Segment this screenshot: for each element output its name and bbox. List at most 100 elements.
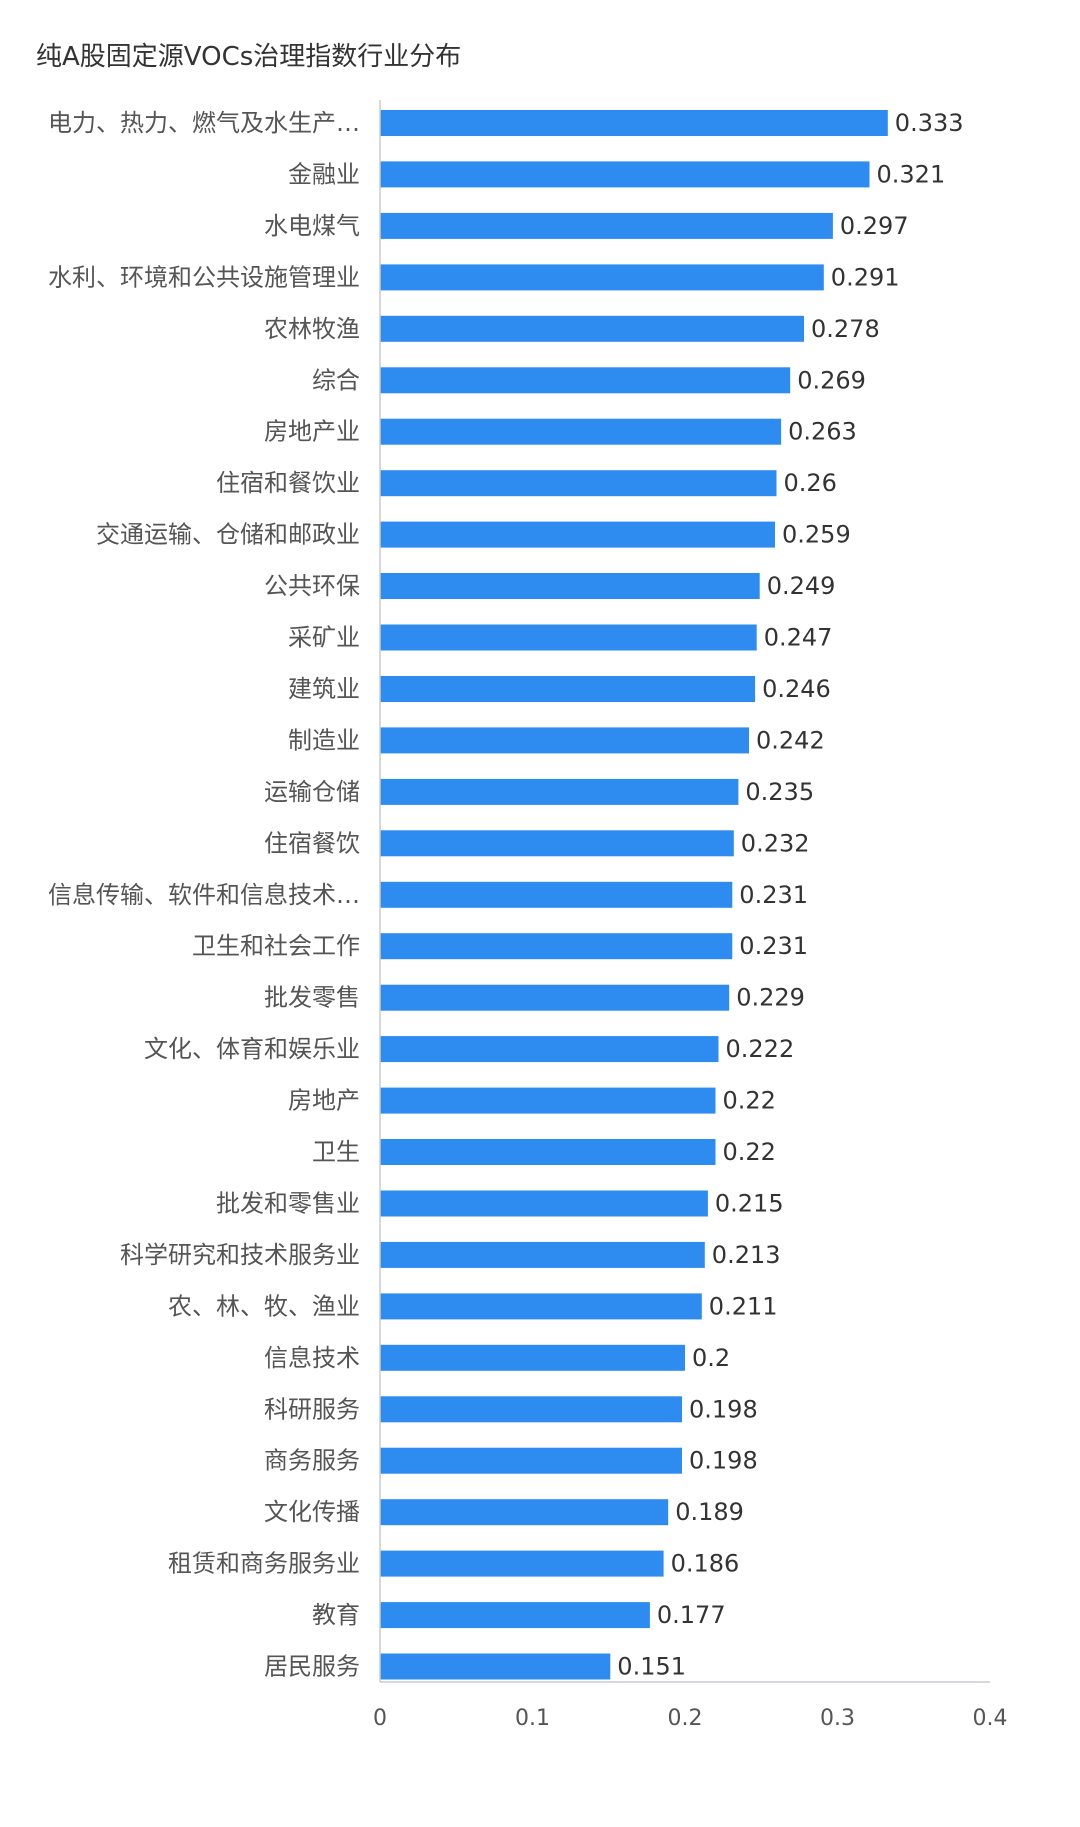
category-label: 信息技术 <box>264 1344 360 1372</box>
category-label: 科研服务 <box>264 1395 360 1423</box>
data-label: 0.246 <box>762 675 831 703</box>
bar <box>380 933 733 960</box>
data-label: 0.232 <box>741 829 810 857</box>
data-label: 0.333 <box>895 109 964 137</box>
x-tick-label: 0.3 <box>820 1706 855 1731</box>
x-tick-label: 0.2 <box>668 1706 703 1731</box>
bar <box>380 1550 664 1577</box>
category-label: 文化传播 <box>264 1498 360 1526</box>
category-label: 交通运输、仓储和邮政业 <box>96 521 360 549</box>
category-label: 住宿餐饮 <box>264 829 360 857</box>
data-label: 0.26 <box>784 469 837 497</box>
x-tick-label: 0 <box>373 1706 387 1731</box>
data-label: 0.242 <box>756 726 825 754</box>
data-label: 0.247 <box>764 624 833 652</box>
data-label: 0.211 <box>709 1292 778 1320</box>
data-label: 0.2 <box>692 1344 730 1372</box>
data-label: 0.186 <box>671 1550 740 1578</box>
category-label: 公共环保 <box>264 572 360 600</box>
category-label: 教育 <box>312 1601 360 1629</box>
data-label: 0.229 <box>736 984 805 1012</box>
data-label: 0.22 <box>723 1087 776 1115</box>
bar <box>380 110 888 136</box>
bar <box>380 830 734 857</box>
bar <box>380 1344 685 1371</box>
bar <box>380 1447 682 1474</box>
bar <box>380 984 730 1011</box>
bar <box>380 1139 716 1165</box>
data-label: 0.177 <box>657 1601 726 1629</box>
bar <box>380 315 804 342</box>
bar <box>380 1241 705 1268</box>
category-label: 批发零售 <box>264 984 360 1012</box>
bar <box>380 418 782 445</box>
category-label: 住宿和餐饮业 <box>216 469 360 497</box>
category-label: 金融业 <box>288 160 360 188</box>
bar <box>380 1190 708 1217</box>
data-label: 0.297 <box>840 212 909 240</box>
bar <box>380 470 777 497</box>
category-label: 建筑业 <box>288 675 360 703</box>
data-label: 0.222 <box>726 1035 795 1063</box>
category-label: 水利、环境和公共设施管理业 <box>48 263 360 291</box>
category-label: 科学研究和技术服务业 <box>120 1241 360 1269</box>
bar <box>380 881 733 908</box>
category-label: 电力、热力、燃气及水生产… <box>48 109 360 137</box>
bar <box>380 624 757 651</box>
data-label: 0.249 <box>767 572 836 600</box>
bar <box>380 778 739 805</box>
category-label: 采矿业 <box>288 624 360 652</box>
category-label: 卫生 <box>312 1138 360 1166</box>
data-label: 0.259 <box>782 521 851 549</box>
bar <box>380 1087 716 1114</box>
data-label: 0.235 <box>745 778 814 806</box>
bar <box>380 1499 669 1526</box>
bar <box>380 1653 611 1680</box>
data-label: 0.269 <box>797 366 866 394</box>
category-label: 农、林、牧、渔业 <box>168 1292 360 1320</box>
data-label: 0.278 <box>811 315 880 343</box>
data-label: 0.198 <box>689 1447 758 1475</box>
category-label: 制造业 <box>288 726 360 754</box>
chart-title: 纯A股固定源VOCs治理指数行业分布 <box>36 42 462 72</box>
data-label: 0.231 <box>739 881 808 909</box>
data-label: 0.213 <box>712 1241 781 1269</box>
category-label: 农林牧渔 <box>264 315 360 343</box>
category-label: 房地产业 <box>264 418 360 446</box>
bar <box>380 212 833 239</box>
category-label: 综合 <box>312 366 360 394</box>
data-label: 0.321 <box>877 160 946 188</box>
bar <box>380 264 824 291</box>
category-label: 居民服务 <box>264 1653 360 1681</box>
bar <box>380 1396 682 1423</box>
bar <box>380 1602 650 1629</box>
bar <box>380 161 870 188</box>
data-label: 0.215 <box>715 1190 784 1218</box>
data-label: 0.291 <box>831 263 900 291</box>
category-label: 批发和零售业 <box>216 1190 360 1218</box>
bar <box>380 573 760 599</box>
data-label: 0.231 <box>739 932 808 960</box>
x-tick-label: 0.4 <box>973 1706 1008 1731</box>
data-label: 0.198 <box>689 1395 758 1423</box>
category-label: 租赁和商务服务业 <box>168 1550 360 1578</box>
category-label: 卫生和社会工作 <box>192 932 360 960</box>
x-tick-label: 0.1 <box>515 1706 550 1731</box>
data-label: 0.151 <box>617 1653 686 1681</box>
data-label: 0.263 <box>788 418 857 446</box>
category-label: 房地产 <box>288 1087 360 1115</box>
bar <box>380 521 775 548</box>
category-label: 水电煤气 <box>264 212 360 240</box>
bar <box>380 1036 719 1063</box>
data-label: 0.22 <box>723 1138 776 1166</box>
bar <box>380 727 749 754</box>
category-label: 信息传输、软件和信息技术… <box>48 881 360 909</box>
bar <box>380 1293 702 1320</box>
bar <box>380 367 791 394</box>
category-label: 商务服务 <box>264 1447 360 1475</box>
category-label: 文化、体育和娱乐业 <box>144 1035 360 1063</box>
data-label: 0.189 <box>675 1498 744 1526</box>
bar <box>380 676 756 702</box>
